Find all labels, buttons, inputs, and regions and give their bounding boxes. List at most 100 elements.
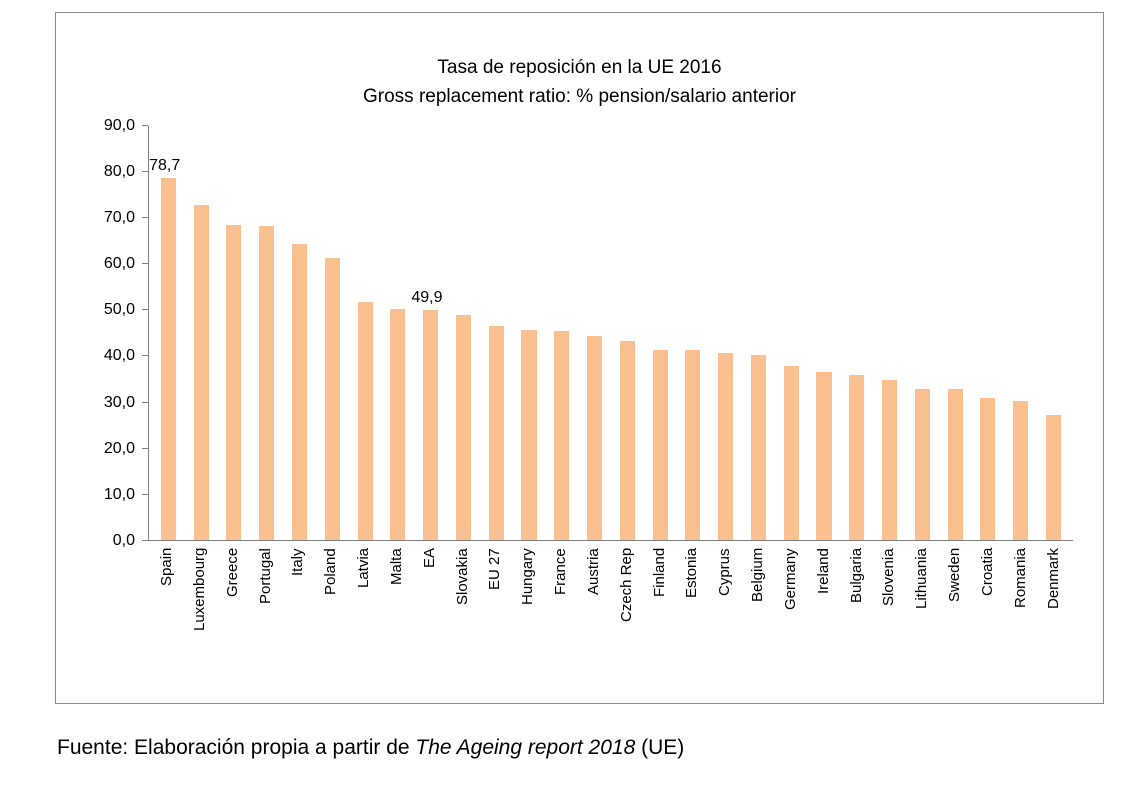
category-label-cell: Romania [1005,548,1038,716]
y-tick-label: 80,0 [103,163,135,180]
y-tick-label: 10,0 [103,485,135,503]
y-tick-label: 90,0 [103,116,135,134]
category-label-cell: Hungary [512,548,545,716]
category-label-cell: France [545,548,578,716]
category-label: Croatia [978,547,996,597]
y-tick-label: 70,0 [103,209,135,227]
bar-italy [291,244,308,540]
bar-sweden [947,389,963,540]
category-label-cell: Sweden [939,548,972,716]
category-label-cell: Greece [217,548,250,716]
bar-slovakia [455,314,471,540]
source-note: Fuente: Elaboración propia a partir de T… [57,736,684,760]
bar-column [972,126,1005,540]
bar-column [939,126,972,540]
bar-lithuania [914,388,930,540]
bar-column [808,126,841,540]
y-tick-mark [142,447,148,449]
category-label-cell: Luxembourg [184,548,217,716]
category-label: France [552,547,570,595]
bar-column [644,126,677,540]
bar-hungary [521,330,537,540]
category-label-cell: Finland [643,548,676,716]
y-tick-mark [142,124,148,126]
category-label: Poland [322,547,340,595]
bar-spain [160,177,176,540]
category-label-cell: Latvia [348,548,381,716]
category-label: Romania [1011,547,1029,608]
bar-bulgaria [849,374,865,540]
bar-column [349,126,382,540]
bar-column [447,126,480,540]
bar-column [316,126,349,540]
y-tick-mark [142,263,148,265]
source-note-prefix: Fuente: Elaboración propia a partir de [57,736,416,759]
plot-wrap: 78,7 49,9 Spain Luxembourg Greece Portugal It… [148,125,1073,716]
source-note-suffix: (UE) [635,736,685,759]
bar-column [709,126,742,540]
bar-column [873,126,906,540]
category-label: Italy [289,547,307,576]
bar-column [545,126,578,540]
y-tick-label: 50,0 [103,301,135,319]
bar-eu-27 [488,326,504,540]
category-label: Ireland [814,547,832,594]
category-label: Bulgaria [847,547,865,603]
category-label: Belgium [749,547,767,603]
chart-title-line1: Tasa de reposición en la UE 2016 [437,57,722,78]
category-label-cell: Czech Rep [611,548,644,716]
chart-title: Tasa de reposición en la UE 2016 Gross r… [56,53,1103,112]
category-label-cell: Malta [381,548,414,716]
bar-column [185,126,218,540]
category-label: Spain [158,547,176,587]
category-label-cell: Austria [578,548,611,716]
category-label-cell: Poland [315,548,348,716]
y-tick-mark [142,355,148,357]
bar-column [513,126,546,540]
bar-luxembourg [193,204,209,540]
category-label-cell: Portugal [249,548,282,716]
source-note-report-title: The Ageing report 2018 [415,736,636,759]
bar-austria [587,335,603,540]
bar-column [906,126,939,540]
bar-column [775,126,808,540]
bar-portugal [259,225,275,540]
bar-ea [423,310,439,540]
bar-poland [324,258,340,540]
category-label-cell: Cyprus [709,548,742,716]
bar-column [578,126,611,540]
y-tick-mark [142,217,148,219]
category-label: Denmark [1044,547,1062,609]
bar-romania [1013,400,1029,540]
bar-malta [390,309,406,540]
category-label: Slovenia [880,547,898,606]
bar-column [1037,126,1070,540]
category-label: Luxembourg [190,547,208,632]
y-tick-label: 40,0 [103,347,135,365]
x-axis-labels: Spain Luxembourg Greece Portugal Italy Poland… [148,548,1073,716]
bar-column: 49,9 [411,126,447,540]
category-label-cell: Germany [775,548,808,716]
bar-column [381,126,414,540]
category-label: Hungary [519,547,537,605]
bar-column [250,126,283,540]
bar-latvia [357,302,373,540]
category-label-cell: Estonia [676,548,709,716]
category-label: Finland [650,547,668,598]
plot-area: 78,7 49,9 [148,125,1073,541]
category-label: Lithuania [913,547,931,609]
category-label-cell: Croatia [972,548,1005,716]
bar-column [1004,126,1037,540]
bar-greece [226,224,242,540]
y-tick-label: 30,0 [103,393,135,411]
category-label-cell: EA [414,548,447,716]
chart-title-line2: Gross replacement ratio: % pension/salar… [363,86,796,108]
category-label: Sweden [946,547,964,603]
bar-column [677,126,710,540]
category-label-cell: Italy [282,548,315,716]
bar-column [742,126,775,540]
bar-czech-rep [619,341,635,540]
category-label-cell: Lithuania [906,548,939,716]
bar-france [554,331,570,540]
bar-column [218,126,251,540]
